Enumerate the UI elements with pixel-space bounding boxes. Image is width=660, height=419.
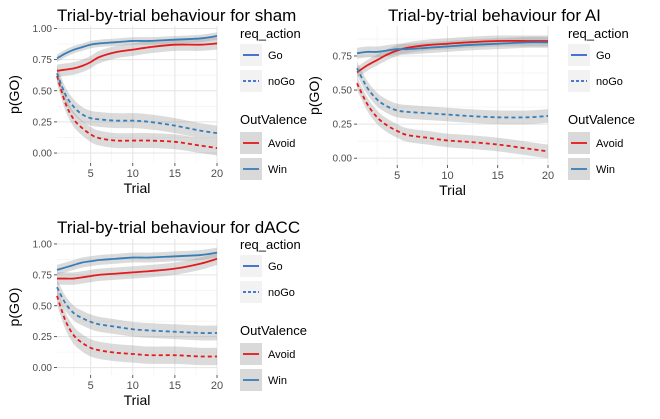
- y-tick-label: 0.75: [333, 51, 353, 62]
- x-tick-label: 15: [492, 170, 504, 182]
- legend-title-req-action: req_action: [240, 26, 301, 41]
- legend-label: Go: [268, 261, 283, 273]
- confidence-band-1: [57, 37, 217, 78]
- x-tick-label: 15: [169, 168, 181, 180]
- legend-label: noGo: [268, 287, 295, 299]
- legend-label: Win: [596, 164, 615, 176]
- y-tick-label: 0.00: [33, 363, 53, 374]
- series-line-1: [56, 42, 218, 72]
- y-axis-title: p(GO): [6, 75, 22, 114]
- legend-label: noGo: [596, 76, 623, 88]
- series-line-2: [56, 251, 218, 271]
- x-tick-label: 20: [542, 170, 554, 182]
- chart-panel-1: 5 10 15 20 0.00 0.25 0.50 0.75 1.00 Trial p(GO) Tri…: [6, 6, 307, 196]
- series-line-3: [356, 82, 549, 153]
- legend-title-req-action: req_action: [240, 237, 301, 252]
- confidence-band-1: [357, 35, 548, 78]
- confidence-band-4: [357, 61, 548, 125]
- chart-title: Trial-by-trial behaviour for sham: [57, 6, 296, 25]
- legend-label: Go: [596, 50, 611, 62]
- x-tick-label: 5: [88, 380, 94, 392]
- legend-title-outvalence: OutValence: [240, 112, 307, 127]
- y-tick-label: 1.00: [33, 24, 53, 35]
- y-tick-label: 0.50: [33, 301, 53, 312]
- legend-title-outvalence: OutValence: [240, 323, 307, 338]
- legend-label: Avoid: [268, 349, 295, 361]
- x-axis-title: Trial: [124, 180, 151, 196]
- x-tick-label: 5: [88, 168, 94, 180]
- chart-title: Trial-by-trial behaviour for AI: [388, 6, 601, 25]
- x-tick-label: 10: [127, 380, 139, 392]
- confidence-band-2: [57, 247, 217, 275]
- legend-title-req-action: req_action: [568, 26, 629, 41]
- x-tick-label: 10: [441, 170, 453, 182]
- chart-title: Trial-by-trial behaviour for dACC: [57, 218, 300, 237]
- y-tick-label: 0.25: [33, 117, 53, 128]
- legend-label: Win: [268, 375, 287, 387]
- series-line-2: [56, 35, 218, 60]
- x-tick-label: 15: [169, 380, 181, 392]
- x-tick-label: 5: [394, 170, 400, 182]
- series-line-2: [356, 41, 549, 55]
- legend: req_action Go noGo OutValence Avoid Win: [568, 26, 635, 180]
- confidence-band-4: [57, 65, 217, 141]
- x-axis-title: Trial: [439, 182, 466, 198]
- y-tick-label: 0.25: [33, 332, 53, 343]
- series-line-4: [56, 72, 218, 135]
- confidence-band-2: [357, 36, 548, 59]
- legend: req_action Go noGo OutValence Avoid Win: [240, 237, 307, 391]
- confidence-band-3: [357, 76, 548, 159]
- chart-panel-3: 5 10 15 20 0.00 0.25 0.50 0.75 1.00 Trial p(GO) Tri…: [6, 218, 307, 408]
- y-tick-label: 0.25: [333, 120, 353, 131]
- legend-title-outvalence: OutValence: [568, 112, 635, 127]
- x-tick-label: 20: [211, 168, 223, 180]
- y-tick-label: 0.50: [333, 86, 353, 97]
- chart-panel-2: 5 10 15 20 0.00 0.25 0.50 0.75 Trial p(GO) Trial-b…: [306, 6, 635, 198]
- confidence-band-3: [57, 68, 217, 156]
- series-line-4: [56, 286, 218, 334]
- y-axis-title: p(GO): [6, 288, 22, 327]
- confidence-band-4: [57, 279, 217, 341]
- confidence-band-1: [57, 252, 217, 285]
- legend-label: noGo: [268, 76, 295, 88]
- y-tick-label: 0.75: [33, 55, 53, 66]
- series-line-4: [356, 67, 549, 119]
- x-axis-title: Trial: [124, 392, 151, 408]
- legend-label: Win: [268, 164, 287, 176]
- legend: req_action Go noGo OutValence Avoid Win: [240, 26, 307, 180]
- confidence-band-3: [57, 287, 217, 366]
- y-tick-label: 0.00: [333, 154, 353, 165]
- y-tick-label: 0.75: [33, 270, 53, 281]
- y-tick-label: 0.50: [33, 86, 53, 97]
- y-tick-label: 0.00: [33, 149, 53, 160]
- legend-label: Go: [268, 50, 283, 62]
- series-line-1: [57, 257, 218, 280]
- series-line-3: [56, 75, 218, 149]
- y-axis-title: p(GO): [306, 76, 322, 115]
- legend-label: Avoid: [596, 138, 623, 150]
- legend-label: Avoid: [268, 138, 295, 150]
- y-tick-label: 1.00: [33, 239, 53, 250]
- x-tick-label: 10: [127, 168, 139, 180]
- plot-background: [357, 26, 548, 165]
- series-line-1: [356, 39, 548, 74]
- x-tick-label: 20: [211, 380, 223, 392]
